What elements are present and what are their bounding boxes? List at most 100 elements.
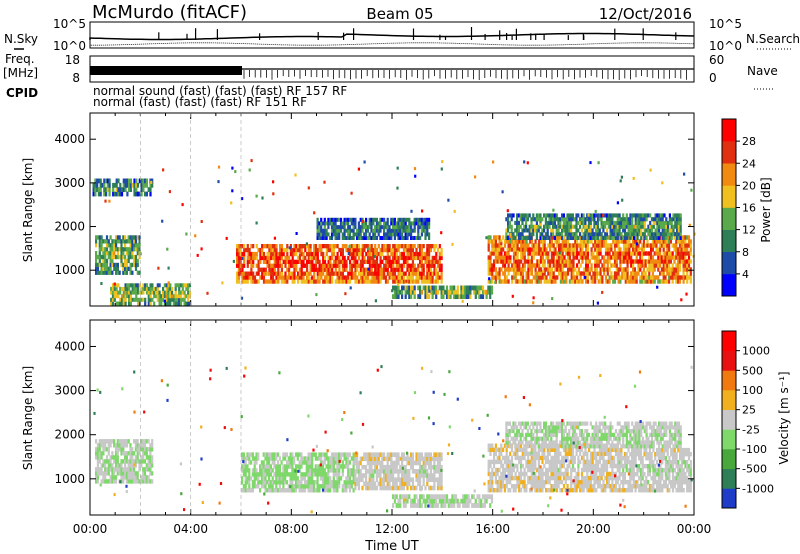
heatmap-cell xyxy=(242,456,245,461)
heatmap-cell xyxy=(561,251,564,256)
heatmap-cell xyxy=(431,275,434,280)
heatmap-cell xyxy=(532,213,535,218)
heatmap-cell xyxy=(231,166,234,170)
heatmap-cell xyxy=(179,297,183,302)
heatmap-cell xyxy=(538,267,541,272)
heatmap-cell xyxy=(320,456,323,461)
heatmap-cell xyxy=(136,451,139,456)
heatmap-cell xyxy=(379,481,382,487)
heatmap-cell xyxy=(273,472,276,477)
heatmap-cell xyxy=(655,247,658,252)
heatmap-cell xyxy=(649,235,652,240)
heatmap-cell xyxy=(684,247,687,252)
heatmap-cell xyxy=(395,481,398,487)
heatmap-cell xyxy=(570,224,573,229)
heatmap-cell xyxy=(476,285,479,291)
heatmap-cell xyxy=(259,259,262,264)
heatmap-cell xyxy=(532,255,535,260)
heatmap-cell xyxy=(643,235,646,240)
heatmap-cell xyxy=(622,235,625,240)
heatmap-cell xyxy=(507,213,510,218)
heatmap-cell xyxy=(399,494,402,500)
heatmap-cell xyxy=(429,503,432,508)
heatmap-cell xyxy=(294,173,297,177)
heatmap-cell xyxy=(677,232,680,237)
heatmap-cell xyxy=(374,217,377,222)
heatmap-cell xyxy=(379,477,382,482)
heatmap-cell xyxy=(595,228,598,233)
heatmap-cell xyxy=(613,220,616,225)
heatmap-cell xyxy=(438,251,441,257)
heatmap-cell xyxy=(345,236,348,240)
heatmap-cell xyxy=(264,267,267,272)
heatmap-cell xyxy=(599,267,602,272)
heatmap-cell xyxy=(259,468,262,473)
heatmap-cell xyxy=(469,294,472,299)
heatmap-cell xyxy=(343,464,346,469)
heatmap-cell xyxy=(474,289,477,295)
heatmap-cell xyxy=(397,236,400,240)
heatmap-cell xyxy=(99,187,102,192)
heatmap-cell xyxy=(334,484,337,489)
heatmap-cell xyxy=(420,473,423,478)
heatmap-cell xyxy=(640,213,643,218)
heatmap-cell xyxy=(413,485,416,491)
heatmap-cell xyxy=(413,221,416,226)
heatmap-cell xyxy=(525,243,528,248)
heatmap-cell xyxy=(110,290,113,295)
heatmap-cell xyxy=(288,267,291,272)
heatmap-cell xyxy=(291,259,294,264)
heatmap-cell xyxy=(534,243,537,248)
heatmap-cell xyxy=(600,217,603,222)
heatmap-cell xyxy=(395,503,398,508)
heatmap-cell xyxy=(435,294,438,299)
heatmap-cell xyxy=(104,266,107,271)
heatmap-cell xyxy=(590,263,593,268)
heatmap-cell xyxy=(373,255,376,258)
heatmap-cell xyxy=(303,488,307,493)
heatmap-cell xyxy=(593,235,596,240)
heatmap-cell xyxy=(632,271,635,276)
heatmap-cell xyxy=(487,267,490,272)
heatmap-cell xyxy=(359,456,362,462)
heatmap-cell xyxy=(458,294,461,299)
heatmap-cell xyxy=(332,472,335,477)
heatmap-cell xyxy=(640,220,643,225)
heatmap-cell xyxy=(612,275,615,280)
heatmap-cell xyxy=(375,469,378,474)
heatmap-cell xyxy=(661,181,664,185)
heatmap-cell xyxy=(374,236,377,240)
heatmap-cell xyxy=(514,263,517,268)
heatmap-cell xyxy=(570,267,573,272)
heatmap-cell xyxy=(354,221,357,226)
heatmap-cell xyxy=(393,228,396,233)
heatmap-cell xyxy=(151,455,154,460)
heatmap-cell xyxy=(262,468,265,473)
heatmap-cell xyxy=(307,456,310,461)
heatmap-cell xyxy=(149,455,152,460)
heatmap-cell xyxy=(561,224,564,229)
heatmap-cell xyxy=(262,476,265,481)
heatmap-cell xyxy=(384,247,388,253)
heatmap-cell xyxy=(478,294,481,299)
heatmap-cell xyxy=(422,225,425,230)
heatmap-cell xyxy=(365,485,368,491)
heatmap-cell xyxy=(436,456,440,462)
heatmap-cell xyxy=(167,294,170,299)
heatmap-cell xyxy=(104,258,107,264)
heatmap-cell xyxy=(411,236,414,240)
heatmap-cell xyxy=(505,228,508,233)
heatmap-cell xyxy=(498,247,501,252)
heatmap-cell xyxy=(588,271,591,276)
heatmap-cell xyxy=(587,224,591,229)
heatmap-cell xyxy=(306,263,309,268)
heatmap-cell xyxy=(415,473,418,478)
heatmap-cell xyxy=(321,228,325,233)
heatmap-cell xyxy=(287,472,290,477)
heatmap-cell xyxy=(268,452,271,457)
heatmap-cell xyxy=(354,456,357,462)
heatmap-cell xyxy=(429,244,432,249)
heatmap-cell xyxy=(370,255,373,261)
heatmap-cell xyxy=(343,259,346,264)
heatmap-cell xyxy=(426,271,429,276)
